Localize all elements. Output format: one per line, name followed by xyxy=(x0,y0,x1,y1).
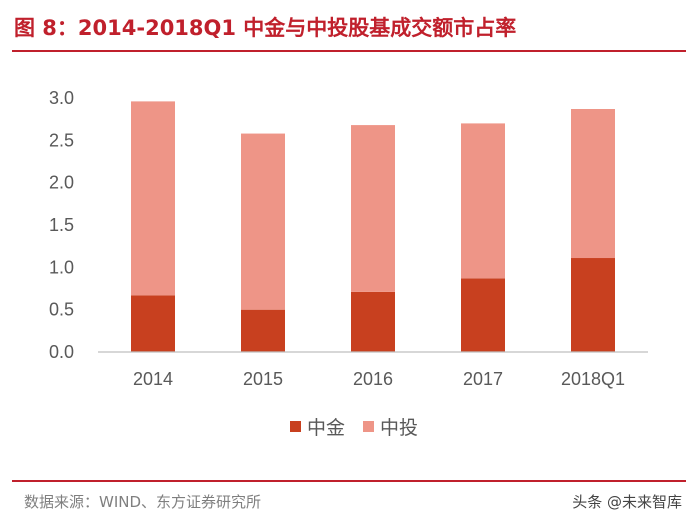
title-divider xyxy=(12,50,686,52)
y-axis: 0.0 0.5 1.0 1.5 2.0 2.5 3.0 xyxy=(49,88,74,362)
chart-title: 图 8：2014-2018Q1 中金与中投股基成交额市占率 xyxy=(14,16,517,40)
legend-item-zhongjin: 中金 xyxy=(290,413,345,440)
legend-label-zhongtou: 中投 xyxy=(380,417,419,439)
bar-series xyxy=(131,101,615,352)
bar-zhongjin-2016 xyxy=(351,291,395,352)
bar-zhongtou-2017 xyxy=(461,123,505,279)
bar-zhongtou-2016 xyxy=(351,125,395,292)
bar-zhongjin-2018Q1 xyxy=(571,258,615,352)
y-tick-label: 0.0 xyxy=(49,342,74,362)
y-tick-label: 1.0 xyxy=(49,257,74,277)
y-tick-label: 2.0 xyxy=(49,173,74,193)
x-tick-label: 2016 xyxy=(353,369,393,389)
x-tick-label: 2018Q1 xyxy=(561,369,625,389)
x-tick-label: 2015 xyxy=(243,369,283,389)
bar-zhongtou-2014 xyxy=(131,101,175,296)
x-tick-label: 2017 xyxy=(463,369,503,389)
x-axis: 2014 2015 2016 2017 2018Q1 xyxy=(133,369,625,389)
x-tick-label: 2014 xyxy=(133,369,173,389)
legend-swatch-zhongtou xyxy=(363,421,375,432)
legend-label-zhongjin: 中金 xyxy=(307,417,346,439)
y-tick-label: 1.5 xyxy=(49,215,74,235)
watermark-text: 头条 @未来智库 xyxy=(572,493,682,511)
y-tick-label: 3.0 xyxy=(49,88,74,108)
source-note: 数据来源：WIND、东方证券研究所 xyxy=(24,493,262,511)
legend: 中金 中投 xyxy=(290,413,436,440)
bar-zhongjin-2017 xyxy=(461,278,505,352)
y-tick-label: 0.5 xyxy=(49,300,74,320)
bar-zhongtou-2015 xyxy=(241,133,285,310)
watermark: 头条 @未来智库 xyxy=(572,491,682,512)
y-tick-label: 2.5 xyxy=(49,130,74,150)
footer-divider xyxy=(12,480,686,482)
bar-zhongjin-2014 xyxy=(131,295,175,352)
legend-swatch-zhongjin xyxy=(290,421,301,432)
stacked-bar-chart: 0.00.51.01.52.02.53.0 2014 2015 2016 2017 20… xyxy=(49,88,648,389)
legend-item-zhongtou: 中投 xyxy=(363,413,418,440)
bar-zhongjin-2015 xyxy=(241,309,285,352)
bar-zhongtou-2018Q1 xyxy=(571,109,615,259)
